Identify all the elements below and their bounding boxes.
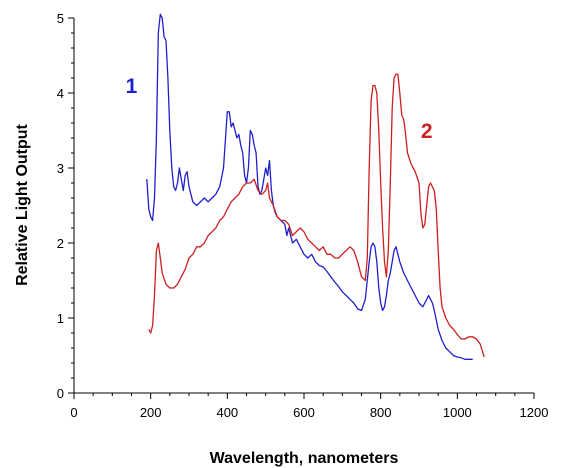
y-tick-label: 5: [57, 11, 64, 26]
series-labels: 12: [126, 75, 433, 143]
x-axis-title: Wavelength, nanometers: [210, 450, 399, 467]
x-tick-label: 400: [216, 405, 238, 420]
y-axis-ticks: 0 1 2 3 4 5: [57, 11, 74, 401]
axes: [73, 18, 534, 394]
series-label-1: 1: [126, 75, 138, 98]
x-tick-label: 1200: [520, 405, 549, 420]
x-tick-label: 200: [140, 405, 162, 420]
x-tick-label: 1000: [443, 405, 472, 420]
y-tick-label: 2: [57, 236, 64, 251]
y-tick-label: 4: [57, 86, 64, 101]
x-tick-label: 600: [293, 405, 315, 420]
series-line-1: [146, 13, 473, 360]
series-lines: [146, 13, 485, 360]
y-tick-label: 1: [57, 311, 64, 326]
y-tick-label: 3: [57, 161, 64, 176]
x-tick-label: 0: [70, 405, 77, 420]
x-axis-ticks: 0 200 400 600 800 1000 1200: [70, 393, 548, 420]
x-tick-label: 800: [370, 405, 392, 420]
series-label-2: 2: [421, 120, 433, 143]
y-axis-title: Relative Light Output: [14, 123, 31, 285]
y-tick-label: 0: [57, 386, 64, 401]
series-line-2: [148, 73, 485, 358]
